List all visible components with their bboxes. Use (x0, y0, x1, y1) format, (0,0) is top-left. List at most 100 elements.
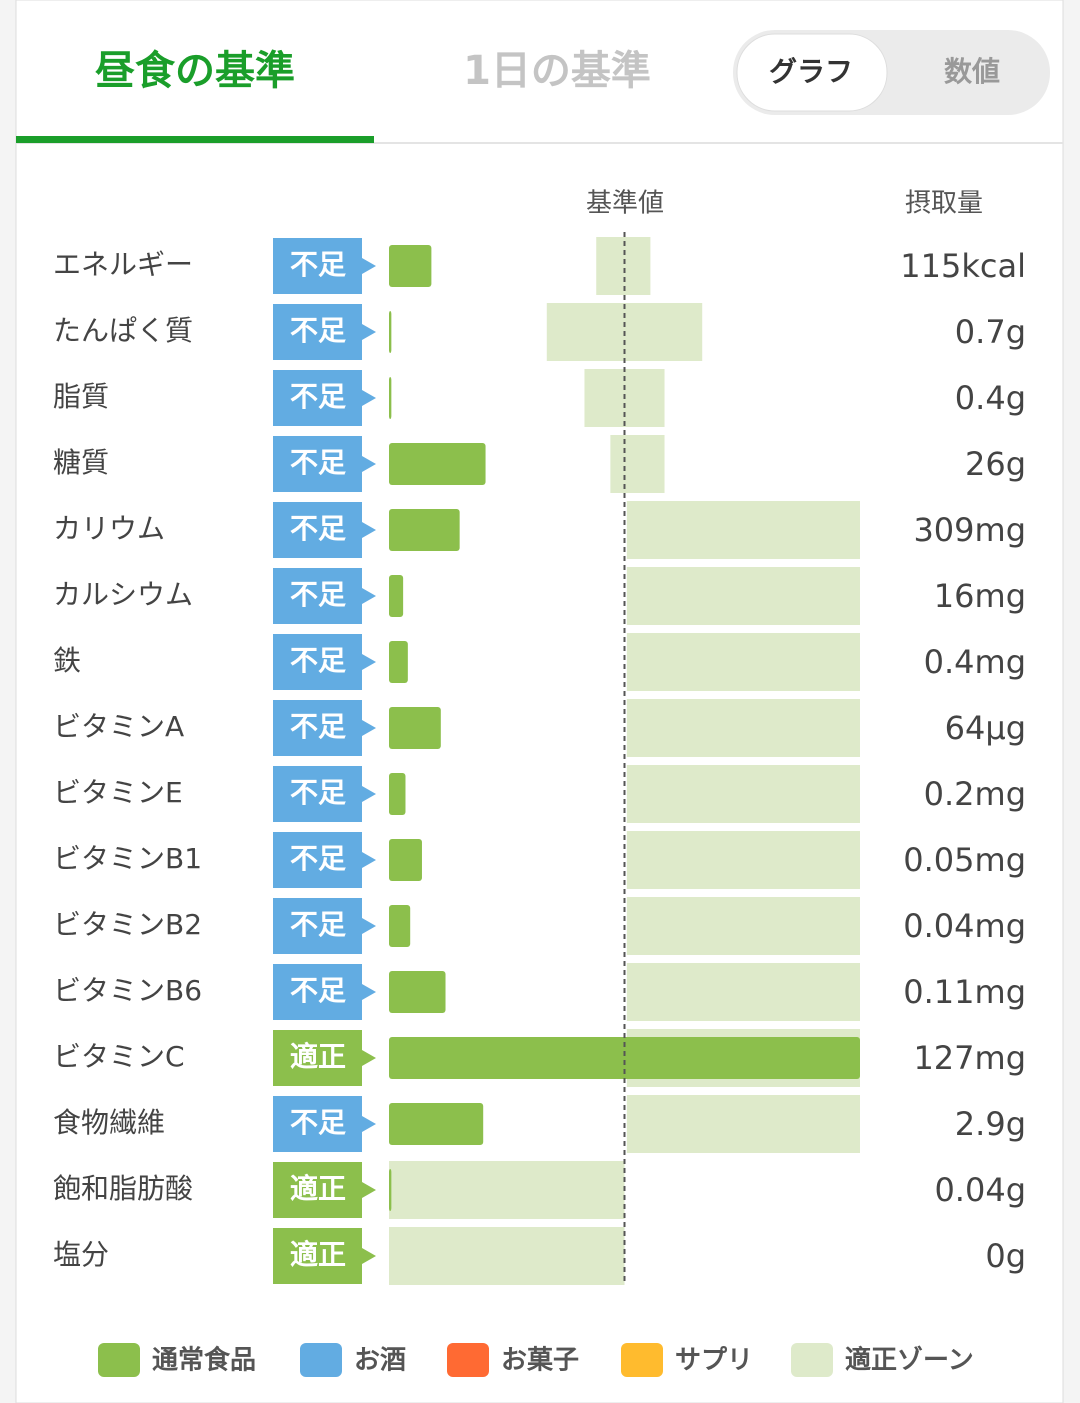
intake: 0.4mg (924, 643, 1026, 681)
status-label: 不足 (290, 578, 346, 611)
bar (389, 311, 392, 353)
nutrient-name: 塩分 (53, 1238, 109, 1271)
status-label: 不足 (290, 776, 346, 809)
intake: 0.4g (955, 379, 1026, 417)
intake: 0.05mg (903, 841, 1026, 879)
legend-label: お菓子 (501, 1346, 579, 1376)
nutrient-name: カリウム (53, 512, 165, 545)
intake: 309mg (913, 511, 1026, 549)
intake: 64µg (945, 709, 1026, 747)
intake: 115kcal (900, 247, 1026, 285)
zone (626, 831, 860, 889)
intake: 16mg (934, 577, 1026, 615)
tab[interactable]: 1日の基準 (463, 48, 651, 94)
nutrient-name: ビタミンC (53, 1040, 185, 1073)
status-badge (273, 1096, 376, 1152)
zone (626, 963, 860, 1021)
status-badge (273, 1162, 376, 1218)
nutrient-name: ビタミンB6 (53, 974, 202, 1007)
intake: 0.04g (934, 1171, 1026, 1209)
bar (389, 1169, 392, 1211)
status-badge (273, 766, 376, 822)
nutrient-name: ビタミンA (53, 710, 184, 743)
nutrient-name: たんぱく質 (53, 314, 193, 347)
status-label: 不足 (290, 446, 346, 479)
zone (626, 897, 860, 955)
status-badge (273, 1228, 376, 1284)
bar (389, 377, 392, 419)
zone (626, 699, 860, 757)
intake: 0.2mg (924, 775, 1026, 813)
status-badge (273, 238, 376, 294)
nutrient-name: 飽和脂肪酸 (53, 1172, 193, 1205)
status-label: 不足 (290, 974, 346, 1007)
status-label: 不足 (290, 842, 346, 875)
intake: 0.04mg (903, 907, 1026, 945)
status-label: 不足 (290, 512, 346, 545)
tab-underline (16, 136, 374, 143)
bar (389, 971, 446, 1013)
status-badge (273, 436, 376, 492)
status-badge (273, 370, 376, 426)
standard-header: 基準値 (586, 189, 664, 219)
status-label: 不足 (290, 380, 346, 413)
intake: 26g (965, 445, 1026, 483)
nutrient-name: 食物繊維 (53, 1106, 165, 1139)
status-badge (273, 832, 376, 888)
bar (389, 575, 404, 617)
status-label: 不足 (290, 644, 346, 677)
zone (389, 1227, 625, 1285)
legend-swatch (621, 1343, 663, 1377)
status-badge (273, 964, 376, 1020)
bar (389, 1037, 860, 1079)
bar (389, 905, 411, 947)
nutrient-name: 鉄 (53, 644, 81, 677)
legend-swatch (98, 1343, 140, 1377)
legend-label: 適正ゾーン (845, 1345, 974, 1376)
bar (389, 839, 422, 881)
bar (389, 443, 486, 485)
legend-swatch (300, 1343, 342, 1377)
bar (389, 509, 460, 551)
status-label: 不足 (290, 710, 346, 743)
status-label: 適正 (290, 1238, 346, 1271)
intake: 127mg (913, 1039, 1026, 1077)
zone (626, 501, 860, 559)
status-label: 不足 (290, 248, 346, 281)
bar (389, 707, 441, 749)
zone (610, 435, 665, 493)
nutrient-name: ビタミンB2 (53, 908, 202, 941)
nutrient-name: カルシウム (53, 578, 193, 611)
nutrient-name: ビタミンB1 (53, 842, 202, 875)
zone (626, 765, 860, 823)
zone (626, 567, 860, 625)
status-badge (273, 700, 376, 756)
legend-swatch (791, 1343, 833, 1377)
zone (626, 633, 860, 691)
tab[interactable]: 昼食の基準 (95, 48, 295, 94)
nutrient-name: 糖質 (53, 446, 109, 479)
toggle-option[interactable]: 数値 (944, 55, 1000, 88)
intake-header: 摂取量 (905, 189, 983, 219)
bar (389, 641, 408, 683)
zone (389, 1161, 625, 1219)
toggle-option[interactable]: グラフ (769, 55, 853, 88)
intake: 0.11mg (903, 973, 1026, 1011)
status-label: 不足 (290, 908, 346, 941)
status-badge (273, 898, 376, 954)
status-label: 不足 (290, 1106, 346, 1139)
legend-label: お酒 (354, 1346, 406, 1376)
intake: 0.7g (955, 313, 1026, 351)
intake: 0g (985, 1237, 1026, 1275)
zone (596, 237, 651, 295)
status-badge (273, 502, 376, 558)
bar (389, 1103, 484, 1145)
legend-label: 通常食品 (152, 1345, 256, 1376)
bar (389, 773, 406, 815)
status-badge (273, 304, 376, 360)
zone (626, 1095, 860, 1153)
status-badge (273, 634, 376, 690)
nutrient-name: ビタミンE (53, 776, 183, 809)
